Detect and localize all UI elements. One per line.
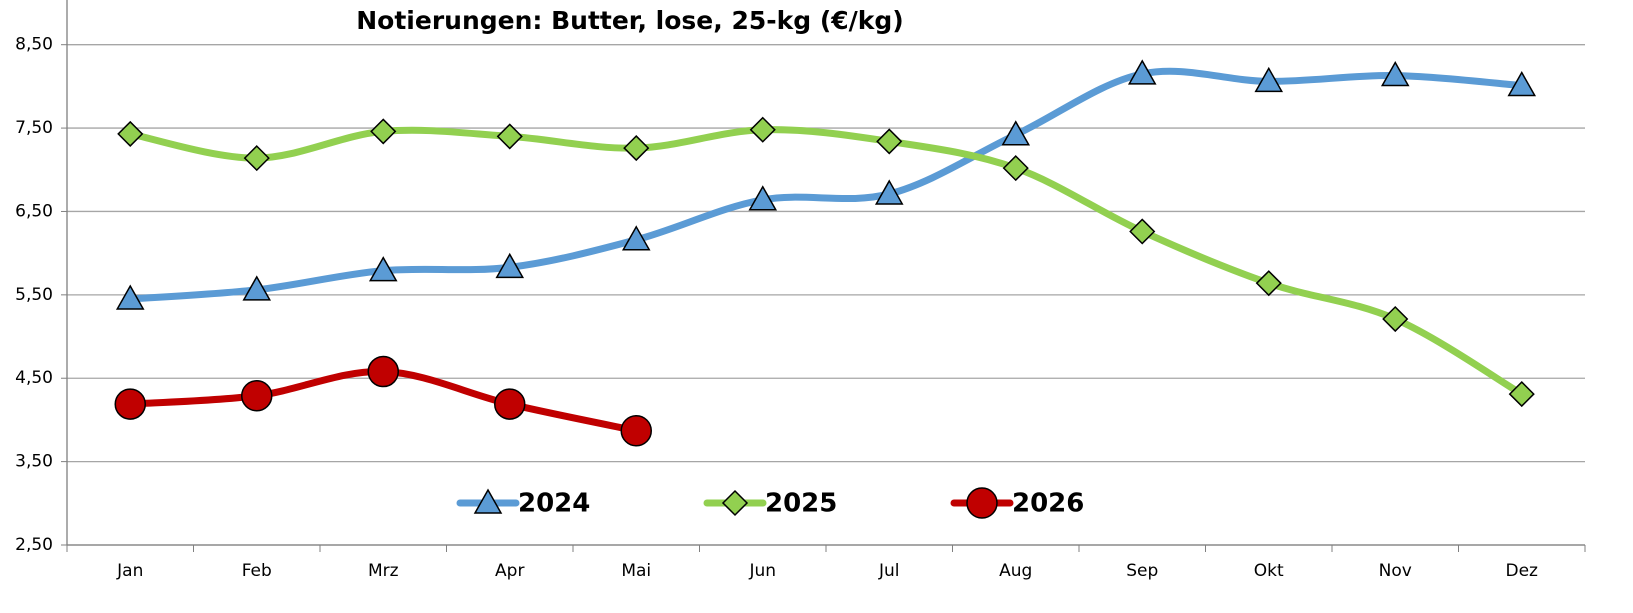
series-line xyxy=(126,126,1526,398)
data-point xyxy=(876,128,903,155)
y-tick-label: 6,50 xyxy=(15,201,53,221)
data-point xyxy=(242,275,272,301)
data-point xyxy=(494,388,526,420)
data-point xyxy=(1129,218,1156,245)
x-tick-label: Dez xyxy=(1506,561,1539,581)
series-line xyxy=(126,67,1526,303)
legend-marker xyxy=(473,488,503,514)
data-point xyxy=(117,120,144,147)
data-point xyxy=(623,135,650,162)
data-point xyxy=(620,415,652,447)
data-point xyxy=(1127,59,1157,85)
x-tick-label: Jul xyxy=(878,561,900,581)
y-tick-label: 3,50 xyxy=(15,452,53,472)
data-point xyxy=(1254,66,1284,93)
data-point xyxy=(243,145,270,172)
x-tick-label: Feb xyxy=(242,561,272,581)
x-tick-label: Mrz xyxy=(368,561,399,581)
data-point xyxy=(621,225,651,251)
data-point xyxy=(370,118,397,145)
data-point xyxy=(496,123,523,150)
data-point xyxy=(367,355,399,388)
data-point xyxy=(495,252,525,279)
data-point xyxy=(749,116,776,143)
y-tick-label: 4,50 xyxy=(15,368,53,388)
data-point xyxy=(1508,381,1535,408)
data-point xyxy=(1507,71,1537,97)
data-point xyxy=(241,379,273,412)
chart-title: Notierungen: Butter, lose, 25-kg (€/kg) xyxy=(356,6,904,35)
data-point xyxy=(1255,270,1282,297)
legend-label: 2025 xyxy=(765,489,837,519)
x-tick-label: Okt xyxy=(1254,561,1284,581)
data-point xyxy=(1001,120,1031,146)
x-tick-label: Sep xyxy=(1126,561,1158,581)
x-tick-label: Apr xyxy=(495,561,524,581)
legend-label: 2026 xyxy=(1012,489,1084,519)
x-tick-label: Jun xyxy=(748,561,776,581)
legend-marker xyxy=(966,487,998,519)
y-tick-label: 8,50 xyxy=(15,35,53,55)
data-point xyxy=(114,388,146,420)
data-point xyxy=(874,179,904,205)
x-tick-label: Nov xyxy=(1379,561,1412,581)
x-tick-label: Jan xyxy=(116,561,143,581)
legend-label: 2024 xyxy=(518,489,590,519)
data-point xyxy=(748,185,778,211)
legend-marker xyxy=(721,489,749,517)
data-point xyxy=(1380,61,1410,87)
y-tick-label: 2,50 xyxy=(15,535,53,555)
data-point xyxy=(1002,155,1029,182)
y-tick-label: 7,50 xyxy=(15,118,53,138)
x-tick-label: Mai xyxy=(621,561,651,581)
y-tick-label: 5,50 xyxy=(15,285,53,305)
data-point xyxy=(115,284,145,310)
data-point xyxy=(368,256,398,282)
x-tick-label: Aug xyxy=(999,561,1032,581)
data-point xyxy=(1382,305,1409,333)
